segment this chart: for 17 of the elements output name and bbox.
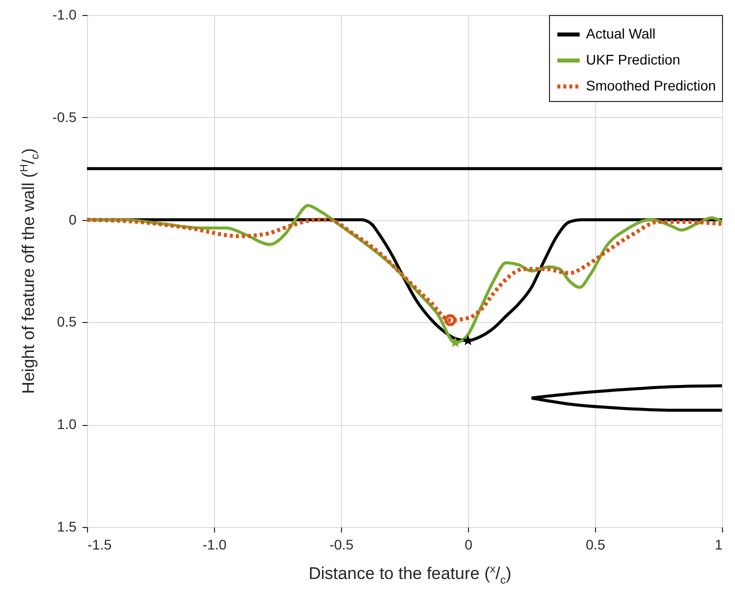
line-series: [87, 218, 722, 322]
x-tick-label: -0.5: [329, 536, 354, 552]
y-tick-label: -0.5: [52, 108, 77, 125]
legend-label: Smoothed Prediction: [586, 78, 716, 94]
y-tick-label: 0: [68, 211, 77, 228]
y-tick-label: 0.5: [57, 314, 77, 330]
y-tick-label: -1.0: [52, 6, 77, 22]
legend-label: Actual Wall: [586, 26, 656, 42]
x-tick-label: -1.5: [88, 536, 112, 552]
y-tick-label: 1.5: [57, 518, 77, 534]
x-axis-title: Distance to the feature ($^{x}$/$_{c}$): [308, 563, 512, 587]
y-tick-label: 1.0: [57, 416, 77, 432]
x-tick-label: -1.0: [202, 536, 227, 552]
x-tick-label: 0.5: [586, 536, 606, 552]
x-tick-label: 1: [714, 536, 723, 552]
legend-label: UKF Prediction: [586, 52, 680, 68]
x-tick-label: 0: [464, 536, 473, 552]
